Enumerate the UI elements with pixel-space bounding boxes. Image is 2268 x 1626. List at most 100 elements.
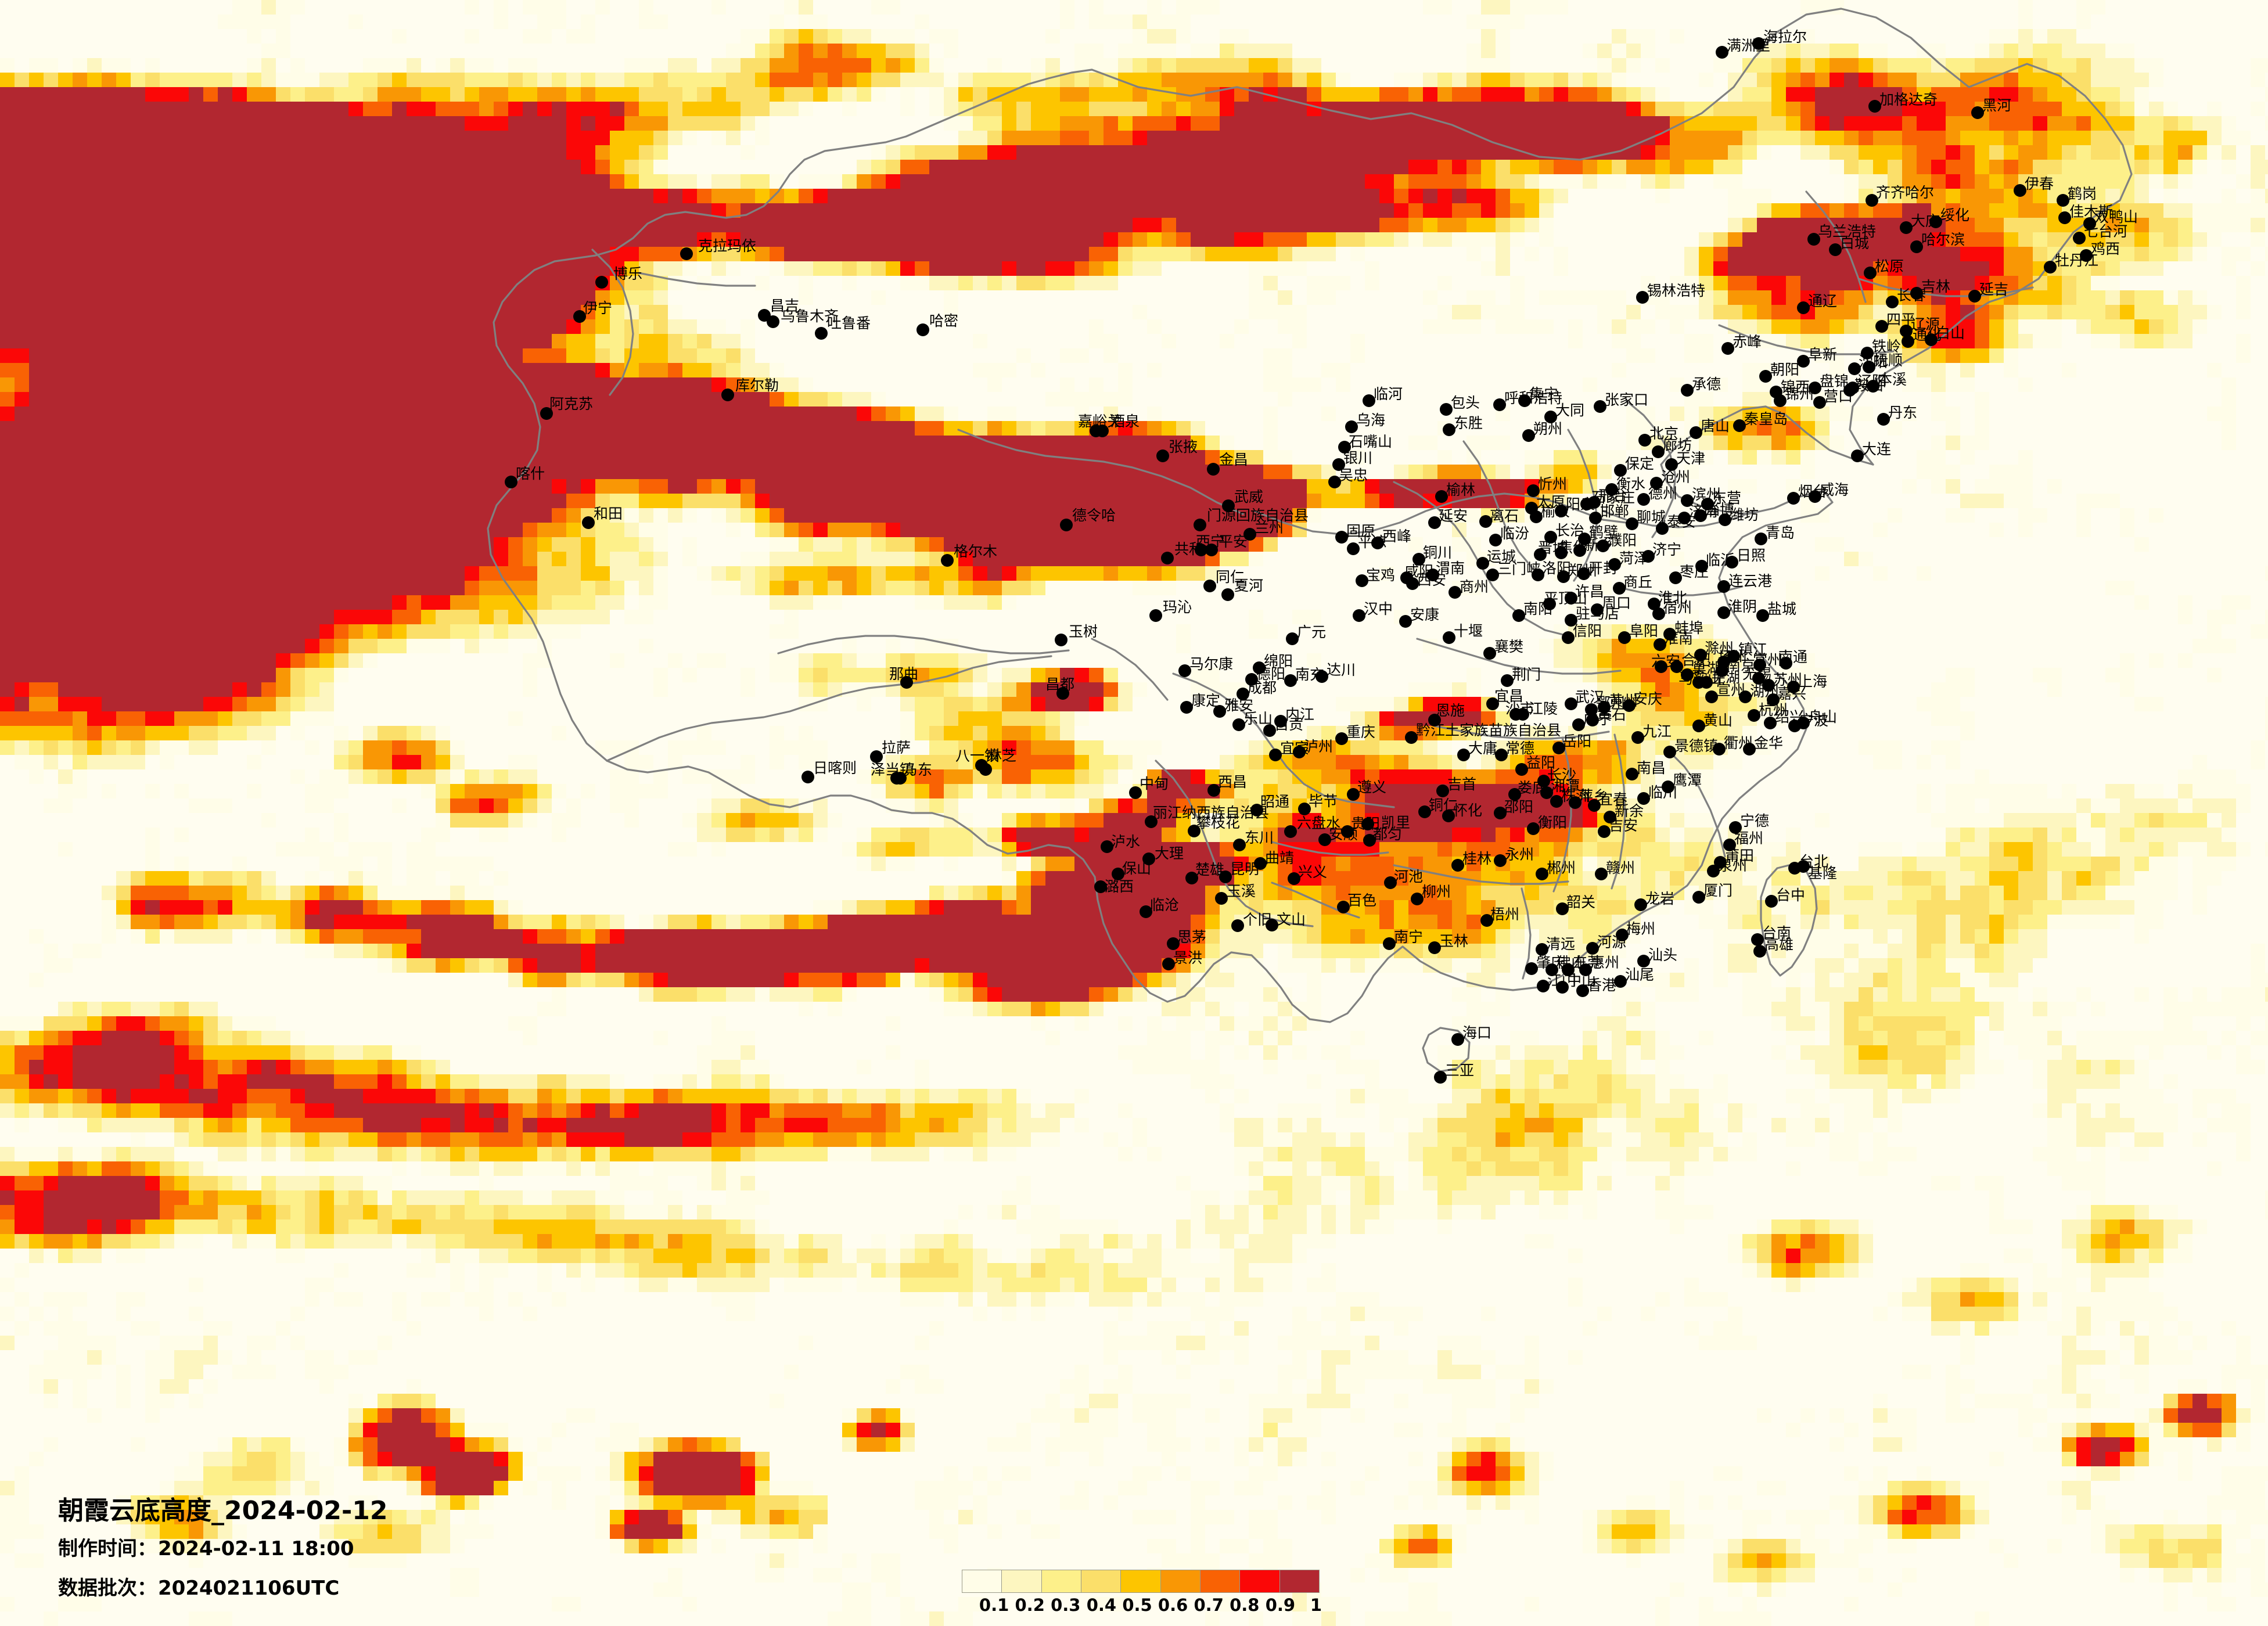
city-label: 唐山 (1701, 418, 1730, 434)
city-marker: 铜川 (1412, 544, 1452, 566)
city-dot (680, 247, 693, 260)
city-label: 长沙 (1547, 767, 1576, 783)
city-dot (1489, 534, 1502, 546)
city-marker: 营口 (1813, 388, 1853, 409)
city-dot (1900, 325, 1913, 337)
city-label: 鹰潭 (1673, 772, 1702, 789)
city-dot (1637, 493, 1650, 506)
city-dot (1253, 661, 1266, 674)
boundary-line (1416, 638, 1622, 675)
city-marker: 文山 (1266, 911, 1306, 931)
colorbar-tick-1: 1 (1310, 1595, 1322, 1615)
city-marker: 肇庆 (1525, 954, 1565, 975)
city-label: 柳州 (1422, 883, 1451, 900)
city-marker: 张家口 (1594, 391, 1648, 413)
city-label: 昌都 (1045, 676, 1074, 693)
city-marker: 南宁 (1383, 929, 1423, 950)
city-dot (1254, 857, 1267, 870)
city-marker: 高雄 (1753, 936, 1793, 958)
city-dot (1448, 586, 1461, 599)
city-dot (1411, 893, 1424, 905)
city-marker: 恩施 (1428, 702, 1465, 726)
city-dot (1681, 494, 1694, 507)
city-label: 邵阳 (1504, 798, 1533, 815)
city-label: 三门峡 (1497, 560, 1541, 577)
city-dot (1188, 825, 1201, 837)
data-batch-row: 数据批次：2024021106UTC (58, 1578, 387, 1598)
city-marker: 乃东 (894, 761, 932, 785)
city-label: 宜昌 (1494, 688, 1523, 704)
colorbar-legend: 0.1 0.2 0.3 0.4 0.5 0.6 0.7 0.8 0.9 1 (962, 1570, 1322, 1618)
city-label: 衡阳 (1538, 814, 1567, 831)
boundary-line (1091, 638, 1169, 701)
city-label: 哈密 (929, 312, 958, 329)
city-label: 台中 (1776, 887, 1805, 904)
city-dot (1626, 768, 1638, 780)
city-dot (1537, 980, 1550, 992)
city-marker: 莆田 (1714, 847, 1754, 869)
city-dot (1634, 898, 1647, 911)
boundary-line (606, 655, 1052, 762)
city-label: 清远 (1546, 936, 1575, 952)
city-marker: 上海 (1787, 673, 1827, 693)
city-label: 怀化 (1453, 802, 1482, 819)
city-dot (1207, 463, 1220, 476)
colorbar-swatches (962, 1570, 1320, 1593)
city-marker: 衢州 (1713, 735, 1753, 756)
city-dot (1875, 320, 1888, 333)
city-label: 泸水 (1111, 833, 1140, 850)
city-label: 延安 (1439, 508, 1468, 524)
city-dot (1759, 370, 1772, 383)
city-dot (894, 772, 907, 785)
city-dot (1400, 571, 1413, 584)
city-marker: 景洪 (1162, 949, 1202, 970)
city-label: 廊坊 (1663, 437, 1692, 454)
city-label: 承德 (1692, 376, 1721, 393)
city-marker: 开封 (1577, 560, 1618, 580)
city-marker: 鸡西 (2080, 240, 2120, 262)
city-dot (1363, 834, 1376, 847)
city-label: 黄石 (1597, 706, 1626, 723)
city-dot (1435, 490, 1448, 503)
province-borders (487, 8, 2133, 1073)
city-dot (1829, 243, 1842, 256)
data-batch-label: 数据批次： (58, 1577, 157, 1600)
city-marker: 黔江土家族苗族自治县 (1405, 722, 1561, 744)
city-marker: 个旧 (1231, 911, 1272, 932)
city-dot (1536, 868, 1548, 880)
city-marker: 满洲里 (1716, 37, 1770, 59)
city-dot (1586, 714, 1599, 726)
city-dot (1207, 784, 1220, 797)
city-label: 博乐 (613, 265, 642, 282)
city-label: 郴州 (1547, 859, 1576, 876)
city-marker: 咸宁 (1572, 711, 1612, 731)
city-dot (1813, 396, 1826, 409)
city-label: 百色 (1347, 892, 1376, 909)
city-marker: 石家庄 (1580, 489, 1635, 510)
city-dot (1338, 441, 1351, 454)
city-dot (1770, 386, 1782, 398)
city-dot (1669, 571, 1682, 584)
city-marker: 重庆 (1335, 724, 1375, 745)
city-dot (1670, 660, 1683, 673)
city-dot (2044, 261, 2057, 274)
city-label: 哈尔滨 (1921, 231, 1965, 248)
city-dot (2080, 249, 2093, 262)
city-dot (1929, 215, 1942, 228)
city-label: 乌兰浩特 (1818, 223, 1876, 240)
city-label: 昭通 (1260, 793, 1289, 810)
city-label: 衡水 (1616, 476, 1645, 492)
city-dot (1522, 429, 1535, 442)
city-dot (1534, 548, 1547, 561)
city-dot (1764, 717, 1777, 729)
city-dot (1681, 668, 1694, 681)
city-dot (1636, 291, 1649, 304)
city-label: 西峰 (1382, 528, 1411, 545)
city-marker: 拉萨 (870, 739, 911, 763)
city-marker: 临河 (1363, 386, 1403, 407)
city-dot (1284, 674, 1297, 687)
city-dot (1756, 609, 1769, 622)
colorbar-tick-0.7: 0.7 (1194, 1595, 1224, 1615)
city-marker: 内江 (1274, 706, 1314, 728)
city-dot (1694, 509, 1707, 522)
